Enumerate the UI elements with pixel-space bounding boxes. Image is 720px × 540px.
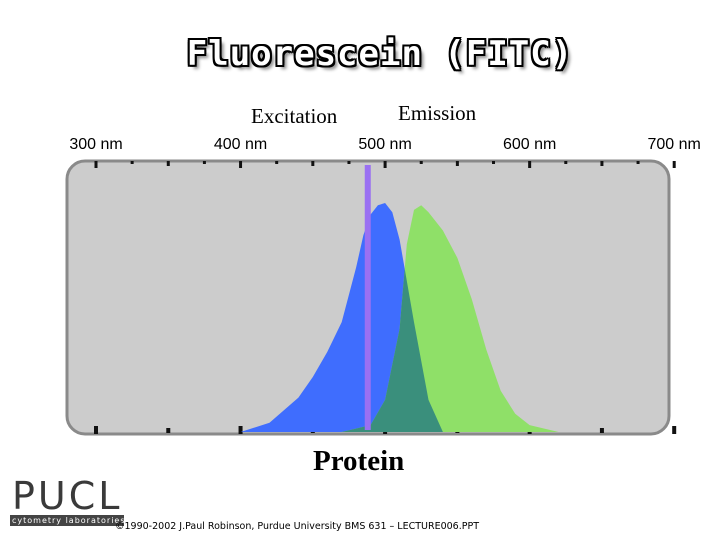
axis-tick	[383, 161, 387, 168]
axis-tick	[130, 161, 134, 164]
excitation-label: Excitation	[251, 104, 338, 128]
axis-tick	[528, 161, 532, 168]
x-tick-label: 600 nm	[502, 136, 557, 153]
axis-tick	[347, 161, 351, 164]
x-tick-label: 700 nm	[647, 136, 701, 153]
axis-tick	[455, 161, 459, 166]
axis-tick	[94, 161, 98, 168]
logo-wordmark: PUCL	[12, 474, 123, 518]
logo-subtitle: cytometry laboratories	[12, 516, 126, 525]
axis-tick	[238, 426, 243, 434]
emission-label: Emission	[398, 101, 477, 125]
axis-tick	[202, 161, 206, 164]
axis-tick	[239, 161, 243, 168]
axis-tick	[636, 161, 640, 164]
axis-tick	[600, 161, 604, 166]
axis-tick	[311, 161, 315, 166]
axis-tick	[599, 428, 604, 433]
axis-tick	[275, 161, 279, 164]
logo-bar	[10, 515, 124, 526]
axis-tick	[166, 161, 170, 166]
footer-copyright: ©1990-2002 J.Paul Robinson, Purdue Unive…	[115, 521, 479, 532]
axis-tick	[672, 161, 676, 168]
axis-tick	[94, 426, 98, 434]
laser-line-488nm	[364, 165, 371, 430]
axis-tick	[564, 161, 568, 164]
protein-label: Protein	[313, 445, 405, 477]
x-tick-label: 400 nm	[213, 136, 268, 153]
axis-tick	[166, 428, 171, 433]
axis-tick	[419, 161, 423, 164]
x-tick-label: 300 nm	[69, 136, 123, 153]
slide-title: Fluorescein (FITC)	[186, 34, 574, 74]
pucl-logo: PUCL cytometry laboratories	[8, 472, 126, 528]
axis-tick	[672, 426, 677, 434]
axis-tick	[492, 161, 496, 164]
top-axis-ticks	[94, 161, 676, 168]
x-tick-label: 500 nm	[358, 136, 412, 153]
